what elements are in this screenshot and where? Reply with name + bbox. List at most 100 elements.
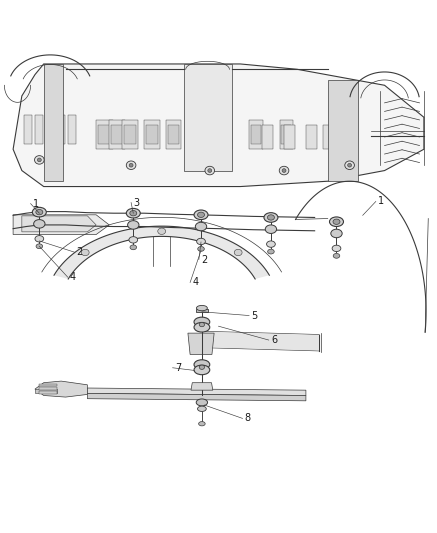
Polygon shape [220,125,231,144]
Polygon shape [13,215,109,235]
Polygon shape [166,120,181,149]
Ellipse shape [197,238,205,245]
Polygon shape [336,125,347,149]
Ellipse shape [205,166,215,175]
Text: 5: 5 [251,311,257,320]
Polygon shape [39,387,57,390]
Polygon shape [13,64,424,187]
Polygon shape [54,226,269,279]
Ellipse shape [130,211,137,216]
Polygon shape [196,309,208,312]
Ellipse shape [329,217,343,227]
Ellipse shape [36,209,43,215]
Polygon shape [109,120,125,149]
Polygon shape [218,120,232,149]
Ellipse shape [34,220,45,228]
Text: 1: 1 [378,197,384,206]
Polygon shape [35,381,87,397]
Ellipse shape [38,158,41,162]
Ellipse shape [333,253,340,258]
Polygon shape [35,389,57,393]
Ellipse shape [196,399,208,406]
Ellipse shape [194,360,210,369]
Ellipse shape [194,322,210,332]
Polygon shape [68,115,76,144]
Polygon shape [188,120,202,149]
Ellipse shape [198,422,205,426]
Polygon shape [188,333,214,354]
Polygon shape [144,120,160,149]
Polygon shape [284,125,295,149]
Polygon shape [184,64,232,171]
Ellipse shape [130,245,136,249]
Ellipse shape [81,249,89,256]
Polygon shape [124,125,136,144]
Ellipse shape [331,229,342,238]
Polygon shape [24,115,32,144]
Ellipse shape [265,225,277,233]
Polygon shape [306,125,317,149]
Ellipse shape [194,317,210,327]
Polygon shape [98,125,111,144]
Polygon shape [281,125,291,144]
Ellipse shape [35,236,44,242]
Ellipse shape [158,228,166,235]
Text: 2: 2 [76,247,83,257]
Polygon shape [249,120,263,149]
Polygon shape [46,115,54,144]
Ellipse shape [129,237,138,243]
Text: 4: 4 [70,272,76,282]
Ellipse shape [199,322,205,327]
Ellipse shape [194,365,210,375]
Text: 8: 8 [245,414,251,423]
Ellipse shape [126,161,136,169]
Text: 1: 1 [33,199,39,208]
Ellipse shape [197,305,208,311]
Ellipse shape [129,163,133,167]
Ellipse shape [35,156,44,164]
Polygon shape [328,80,358,181]
Ellipse shape [348,163,351,167]
Ellipse shape [194,210,208,220]
Ellipse shape [332,245,341,252]
Polygon shape [168,125,179,144]
Ellipse shape [279,166,289,175]
Polygon shape [262,125,273,149]
Polygon shape [111,125,124,144]
Polygon shape [35,115,43,144]
Ellipse shape [198,212,205,217]
Polygon shape [190,125,201,144]
Ellipse shape [267,249,274,254]
Ellipse shape [208,168,212,173]
Ellipse shape [195,222,207,231]
Polygon shape [323,125,334,149]
Ellipse shape [264,213,278,222]
Ellipse shape [126,208,140,218]
Polygon shape [122,120,138,149]
Ellipse shape [36,244,43,248]
Polygon shape [205,332,319,351]
Polygon shape [251,125,261,144]
Text: 7: 7 [175,363,181,373]
Ellipse shape [198,247,205,252]
Polygon shape [57,115,65,144]
Polygon shape [39,391,57,394]
Ellipse shape [333,219,340,224]
Polygon shape [87,393,306,401]
Polygon shape [146,125,158,144]
Text: 2: 2 [201,255,207,264]
Text: 6: 6 [271,335,277,345]
Polygon shape [44,64,63,181]
Ellipse shape [128,221,139,229]
Polygon shape [39,384,57,386]
Ellipse shape [32,207,46,217]
Ellipse shape [345,161,354,169]
Ellipse shape [267,215,274,220]
Ellipse shape [199,365,205,369]
Polygon shape [191,383,213,390]
Text: 3: 3 [133,198,139,207]
Polygon shape [96,120,113,149]
Ellipse shape [282,168,286,173]
Polygon shape [280,120,293,149]
Text: 4: 4 [192,278,198,287]
